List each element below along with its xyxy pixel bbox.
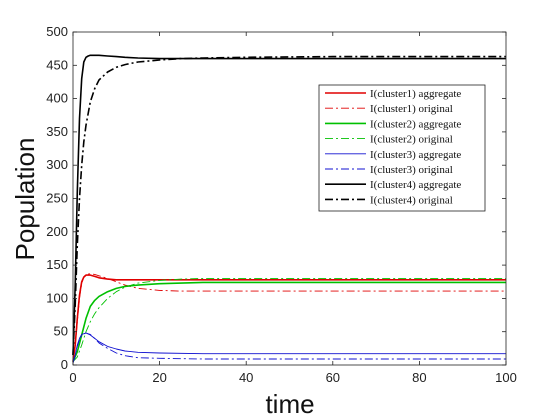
y-tick-label: 500 bbox=[46, 24, 68, 39]
legend-label: I(cluster4) original bbox=[370, 194, 453, 206]
y-tick-label: 400 bbox=[46, 91, 68, 106]
y-tick-label: 250 bbox=[46, 191, 68, 206]
y-tick-label: 300 bbox=[46, 157, 68, 172]
legend-label: I(cluster3) aggregate bbox=[370, 149, 461, 161]
legend-label: I(cluster1) original bbox=[370, 103, 453, 115]
x-tick-label: 40 bbox=[239, 370, 253, 385]
x-tick-label: 80 bbox=[412, 370, 426, 385]
y-tick-label: 200 bbox=[46, 224, 68, 239]
legend: I(cluster1) aggregate I(cluster1) origina… bbox=[318, 84, 486, 212]
legend-box bbox=[318, 84, 486, 212]
y-tick-label: 450 bbox=[46, 57, 68, 72]
series-line-7 bbox=[72, 54, 506, 356]
legend-label: I(cluster3) original bbox=[370, 164, 453, 176]
series-line-8 bbox=[72, 55, 506, 356]
series-line-4 bbox=[72, 277, 506, 363]
series-line-1 bbox=[72, 274, 506, 362]
legend-label: I(cluster2) original bbox=[370, 134, 453, 146]
x-tick-label: 20 bbox=[152, 370, 166, 385]
x-tick-label: 100 bbox=[495, 370, 517, 385]
legend-label: I(cluster1) aggregate bbox=[370, 88, 461, 100]
y-tick-label: 100 bbox=[46, 290, 68, 305]
y-tick-label: 350 bbox=[46, 124, 68, 139]
series-line-2 bbox=[72, 273, 506, 362]
series-line-5 bbox=[72, 332, 506, 364]
y-tick-label: 50 bbox=[54, 324, 68, 339]
series-line-3 bbox=[72, 281, 506, 363]
x-tick-label: 0 bbox=[69, 370, 76, 385]
x-tick-label: 60 bbox=[326, 370, 340, 385]
legend-label: I(cluster2) aggregate bbox=[370, 118, 461, 130]
x-axis-title: time bbox=[265, 389, 314, 419]
y-tick-label: 0 bbox=[61, 357, 68, 372]
y-axis-title: Population bbox=[10, 138, 40, 261]
y-tick-label: 150 bbox=[46, 257, 68, 272]
y-axis: 0 50 100 150 200 250 300 350 400 450 500 bbox=[46, 24, 506, 372]
legend-label: I(cluster4) aggregate bbox=[370, 179, 461, 191]
series-layer bbox=[72, 54, 506, 364]
x-axis: 0 20 40 60 80 100 bbox=[69, 32, 517, 385]
